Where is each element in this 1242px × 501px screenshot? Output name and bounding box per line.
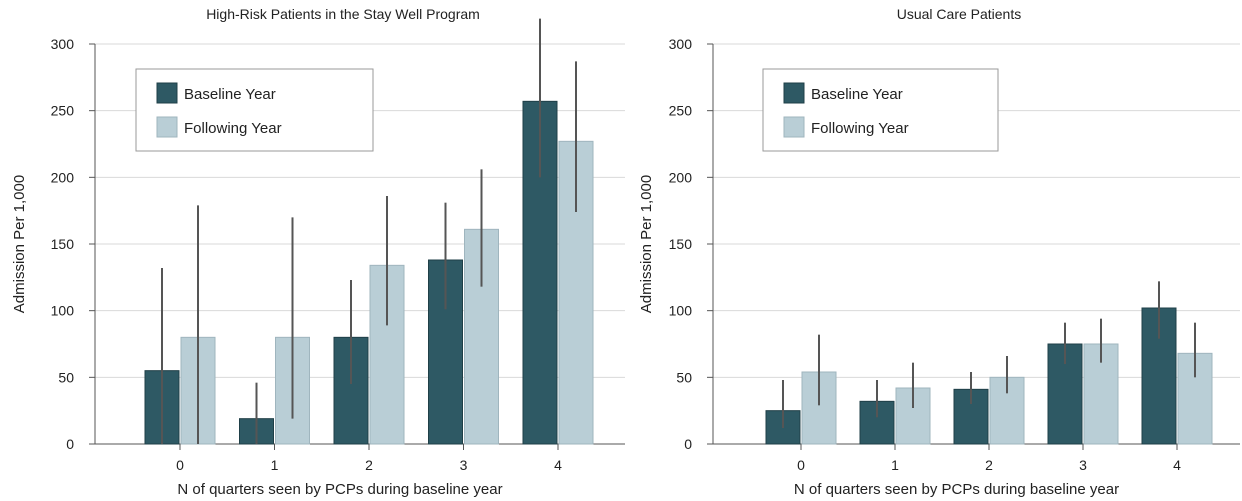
x-tick-label: 1: [271, 457, 279, 473]
legend: Baseline Year Following Year: [135, 68, 374, 152]
chart-panel-1: 0 50 100 150 200 250 300 0 1 2 3 4 High-Risk Patient…: [11, 6, 625, 498]
y-tick-label: 300: [51, 36, 75, 52]
legend-box: [135, 68, 374, 152]
legend-label-following: Following Year: [811, 120, 909, 137]
legend: Baseline Year Following Year: [762, 68, 999, 152]
x-tick-label: 0: [797, 457, 805, 473]
x-tick-label: 2: [985, 457, 993, 473]
chart-panel-2: 0 50 100 150 200 250 300 0 1 2 3 4 Usual Care Patien…: [638, 6, 1240, 498]
x-tick-label: 3: [460, 457, 468, 473]
x-tick-label: 3: [1079, 457, 1087, 473]
y-tick-label: 100: [669, 303, 693, 319]
x-tick-label: 0: [176, 457, 184, 473]
y-tick-label: 0: [684, 436, 692, 452]
y-tick-label: 100: [51, 303, 75, 319]
x-axis-label: N of quarters seen by PCPs during baseli…: [177, 481, 502, 498]
y-tick-label: 300: [669, 36, 693, 52]
y-axis-label: Admission Per 1,000: [11, 175, 28, 313]
y-tick-label: 250: [669, 103, 693, 119]
x-tick-label: 4: [554, 457, 562, 473]
x-tick-label: 4: [1173, 457, 1181, 473]
x-tick-label: 1: [891, 457, 899, 473]
legend-swatch-baseline: [156, 82, 178, 104]
x-axis-label: N of quarters seen by PCPs during baseli…: [794, 481, 1119, 498]
legend-label-baseline: Baseline Year: [184, 86, 276, 103]
legend-swatch-following: [156, 116, 178, 138]
legend-swatch-baseline: [783, 82, 805, 104]
legend-swatch-following: [783, 116, 805, 138]
y-tick-label: 150: [669, 236, 693, 252]
chart-title: Usual Care Patients: [897, 6, 1022, 22]
y-tick-label: 0: [66, 436, 74, 452]
legend-label-baseline: Baseline Year: [811, 86, 903, 103]
chart-title: High-Risk Patients in the Stay Well Prog…: [206, 6, 480, 22]
y-tick-label: 250: [51, 103, 75, 119]
y-tick-label: 200: [669, 169, 693, 185]
y-tick-label: 150: [51, 236, 75, 252]
legend-label-following: Following Year: [184, 120, 282, 137]
y-tick-label: 50: [676, 369, 692, 385]
y-axis-label: Admission Per 1,000: [638, 175, 655, 313]
legend-box: [762, 68, 999, 152]
x-tick-label: 2: [365, 457, 373, 473]
y-tick-label: 200: [51, 169, 75, 185]
y-tick-label: 50: [58, 369, 74, 385]
